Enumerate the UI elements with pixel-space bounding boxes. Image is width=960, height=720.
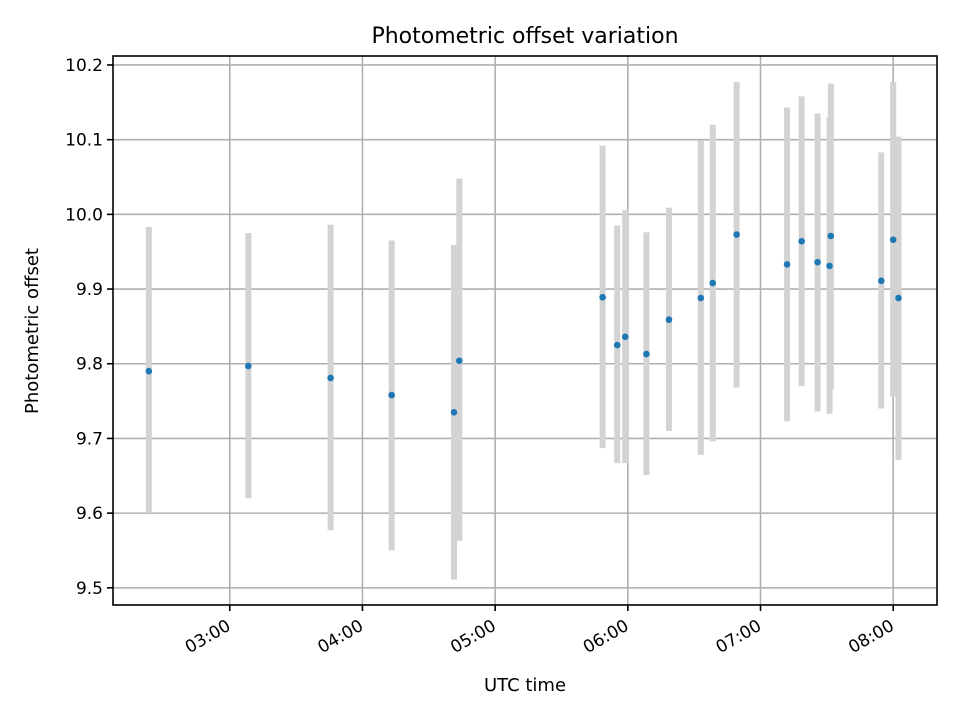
data-point [245, 362, 252, 370]
data-point [877, 277, 885, 285]
data-point [697, 294, 705, 302]
data-point [709, 279, 717, 287]
y-tick-label: 10.0 [65, 205, 103, 225]
data-point [889, 236, 897, 244]
data-point [643, 350, 650, 358]
data-point [827, 232, 835, 240]
data-point [145, 367, 153, 375]
data-point [665, 316, 673, 323]
x-axis-label: UTC time [484, 675, 566, 696]
y-tick-label: 9.6 [76, 504, 103, 524]
data-point [733, 231, 740, 238]
data-point [599, 293, 606, 301]
y-tick-label: 9.5 [76, 579, 103, 599]
data-point [621, 333, 629, 341]
data-point [327, 374, 334, 382]
chart-title: Photometric offset variation [371, 24, 678, 49]
data-point [814, 258, 821, 266]
y-tick-label: 9.7 [76, 429, 103, 449]
data-point [450, 408, 458, 416]
y-tick-label: 9.8 [76, 355, 103, 375]
data-points [145, 231, 902, 416]
plot-frame [112, 55, 938, 606]
y-tick-label: 9.9 [76, 280, 103, 300]
data-point [826, 262, 833, 270]
data-point [456, 357, 463, 365]
data-point [783, 261, 791, 268]
data-point [613, 341, 621, 349]
y-tick-label: 10.2 [65, 56, 103, 76]
data-point [388, 391, 395, 399]
y-tick-label: 10.1 [65, 131, 103, 151]
y-axis-label: Photometric offset [22, 248, 43, 414]
data-point [798, 237, 805, 245]
data-point [895, 294, 902, 302]
